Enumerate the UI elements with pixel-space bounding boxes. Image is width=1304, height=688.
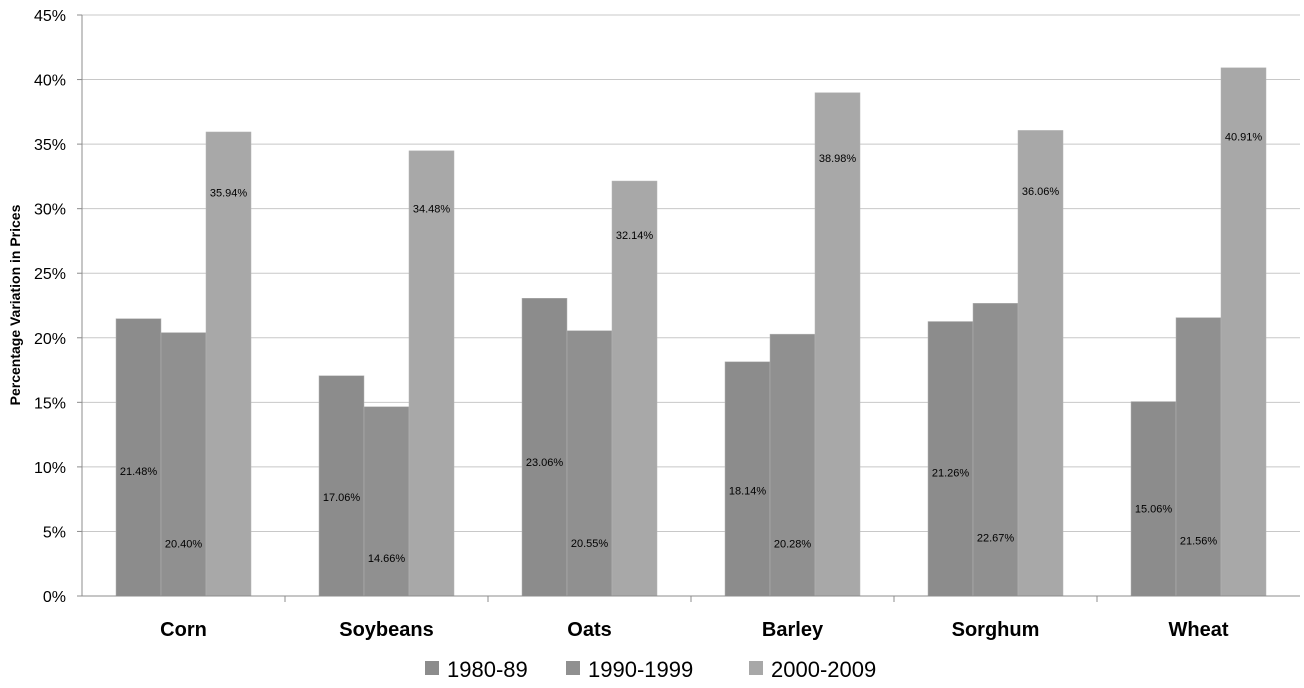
x-category-label: Barley [762, 619, 824, 641]
bar-1990-1999-wheat [1175, 317, 1222, 597]
bar-2000-2009-corn [205, 131, 252, 597]
y-axis-ticks: 0% 5% 10% 15% 20% 25% 30% 35% 40% 45% [34, 8, 82, 606]
y-tick-label: 0% [43, 589, 66, 606]
legend-swatch [425, 661, 439, 675]
data-label: 15.06% [1135, 504, 1173, 516]
data-label: 23.06% [526, 457, 564, 469]
y-tick-label: 25% [34, 266, 66, 283]
x-category-label: Oats [567, 619, 611, 641]
data-label: 21.26% [932, 467, 970, 479]
bar-1980-89-barley [724, 361, 771, 597]
data-label: 17.06% [323, 492, 361, 504]
bar-1990-1999-oats [566, 330, 613, 597]
y-tick-label: 30% [34, 202, 66, 219]
bars [115, 67, 1267, 597]
axes [81, 15, 1300, 602]
y-tick-label: 5% [43, 524, 66, 541]
y-tick-label: 10% [34, 460, 66, 477]
bar-1980-89-oats [521, 298, 568, 597]
y-tick-label: 35% [34, 137, 66, 154]
x-axis-categories: Corn Soybeans Oats Barley Sorghum Wheat [160, 619, 1229, 641]
legend-swatch [749, 661, 763, 675]
bar-2000-2009-wheat [1220, 67, 1267, 597]
legend-swatch [566, 661, 580, 675]
data-label: 34.48% [413, 204, 451, 216]
x-category-label: Soybeans [339, 619, 433, 641]
x-category-label: Wheat [1169, 619, 1229, 641]
bar-1990-1999-soybeans [363, 406, 410, 597]
bar-2000-2009-oats [611, 180, 658, 597]
x-category-label: Corn [160, 619, 207, 641]
gridlines [82, 14, 1300, 532]
bar-2000-2009-sorghum [1017, 130, 1064, 597]
data-label: 40.91% [1225, 131, 1263, 143]
y-tick-label: 20% [34, 331, 66, 348]
data-labels: 21.48% 20.40% 35.94% 17.06% 14.66% 34.48% 23.0… [120, 131, 1263, 565]
data-label: 21.48% [120, 466, 158, 478]
bar-1980-89-soybeans [318, 375, 365, 597]
bar-1980-89-sorghum [927, 321, 974, 597]
bar-1990-1999-barley [769, 333, 816, 597]
data-label: 21.56% [1180, 535, 1218, 547]
data-label: 32.14% [616, 230, 654, 242]
data-label: 20.28% [774, 539, 812, 551]
data-label: 36.06% [1022, 186, 1060, 198]
bar-2000-2009-soybeans [408, 150, 455, 597]
y-tick-label: 40% [34, 73, 66, 90]
x-category-label: Sorghum [952, 619, 1040, 641]
bar-1990-1999-sorghum [972, 303, 1019, 597]
bar-1990-1999-corn [160, 332, 207, 597]
data-label: 20.40% [165, 538, 203, 550]
bar-2000-2009-barley [814, 92, 861, 597]
data-label: 35.94% [210, 187, 248, 199]
y-tick-label: 15% [34, 395, 66, 412]
data-label: 14.66% [368, 553, 406, 565]
data-label: 22.67% [977, 532, 1015, 544]
y-tick-label: 45% [34, 8, 66, 25]
legend-label: 1990-1999 [588, 657, 693, 682]
data-label: 18.14% [729, 486, 767, 498]
legend: 1980-89 1990-1999 2000-2009 [425, 657, 876, 682]
data-label: 20.55% [571, 538, 609, 550]
bar-1980-89-wheat [1130, 401, 1177, 597]
y-axis-label: Percentage Variation in Prices [7, 204, 23, 405]
data-label: 38.98% [819, 153, 857, 165]
bar-1980-89-corn [115, 318, 162, 597]
legend-label: 2000-2009 [771, 657, 876, 682]
legend-label: 1980-89 [447, 657, 528, 682]
